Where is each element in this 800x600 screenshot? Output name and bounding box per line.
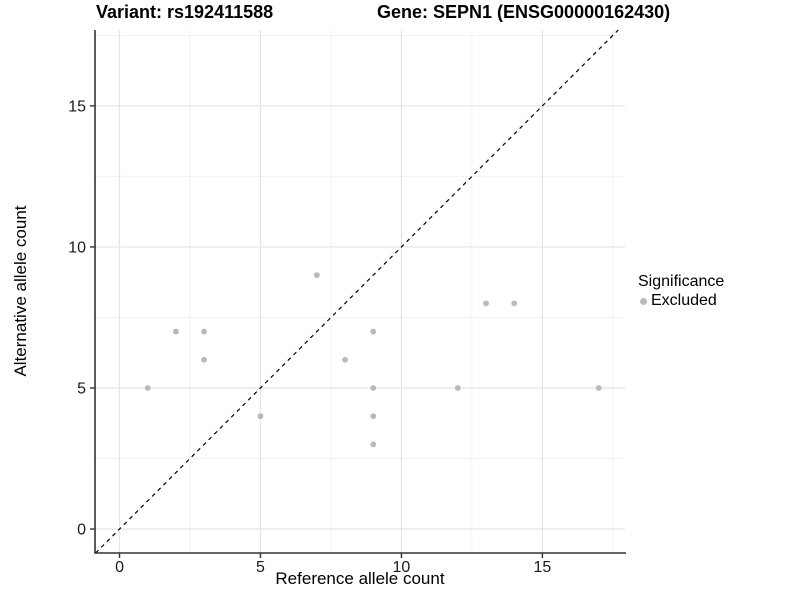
data-point [370, 441, 377, 448]
svg-text:0: 0 [77, 522, 86, 539]
data-point [173, 328, 179, 335]
data-point [511, 300, 518, 307]
data-point [257, 413, 264, 420]
svg-text:5: 5 [77, 380, 86, 397]
data-point [144, 385, 151, 391]
legend-item-excluded: Excluded [640, 292, 724, 310]
variant-title: Variant: rs192411588 [96, 2, 274, 22]
legend: Significance Excluded [638, 272, 724, 310]
axis-tick-marks [90, 105, 544, 558]
minor-gridlines [95, 30, 625, 553]
data-point [370, 385, 377, 391]
x-axis-title: Reference allele count [275, 569, 445, 588]
major-gridlines [95, 30, 625, 553]
data-point [201, 356, 208, 363]
data-point [595, 385, 602, 391]
gene-title: Gene: SEPN1 (ENSG00000162430) [377, 2, 671, 22]
axis-tick-labels: 0 5 10 15 0 5 10 15 [68, 98, 551, 576]
data-point [201, 328, 208, 335]
legend-title: Significance [638, 273, 725, 290]
data-point [313, 272, 320, 279]
svg-text:15: 15 [68, 98, 86, 115]
data-point [370, 328, 377, 335]
data-points [144, 272, 602, 448]
data-point [370, 413, 377, 420]
svg-text:5: 5 [256, 559, 265, 576]
identity-dashed-line [95, 29, 619, 554]
svg-text:10: 10 [393, 559, 411, 576]
y-axis-title: Alternative allele count [11, 205, 30, 377]
svg-text:0: 0 [115, 559, 124, 576]
legend-point-icon [640, 297, 647, 305]
data-point [454, 385, 461, 391]
svg-text:15: 15 [534, 559, 552, 576]
data-point [483, 300, 489, 307]
data-point [342, 356, 348, 363]
legend-item-label: Excluded [651, 292, 717, 309]
svg-text:10: 10 [68, 239, 86, 256]
